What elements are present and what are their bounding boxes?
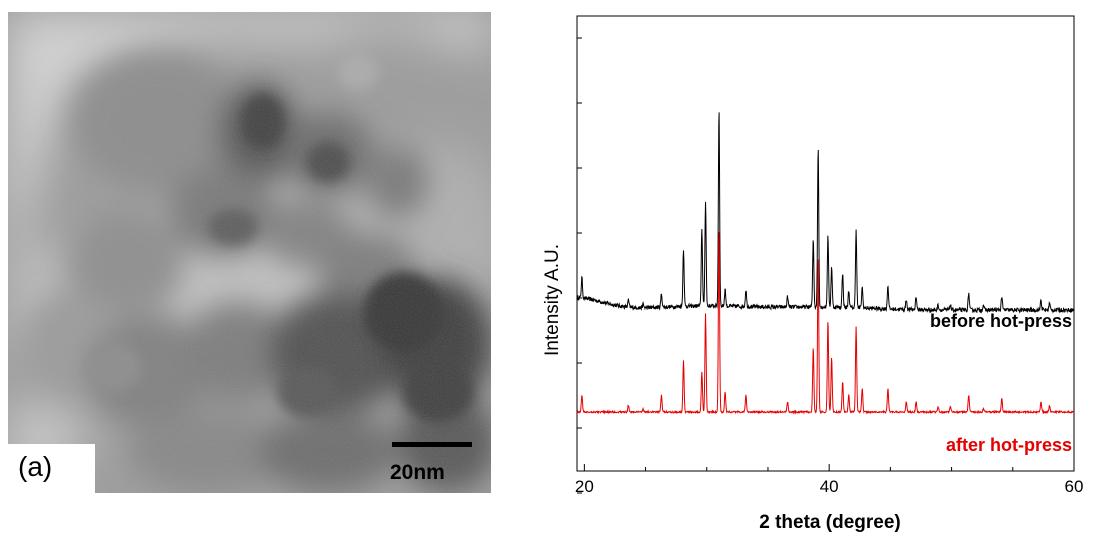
series-label-after: after hot-press bbox=[946, 435, 1072, 455]
axis-ticks bbox=[577, 37, 1075, 494]
x-tick-label: 20 bbox=[575, 477, 594, 496]
x-tick-label: 40 bbox=[820, 477, 839, 496]
series-layer bbox=[576, 112, 1075, 415]
scale-bar-label: 20nm bbox=[390, 461, 445, 484]
x-tick-labels: 20 40 60 bbox=[575, 477, 1084, 496]
series-line-before bbox=[576, 112, 1075, 314]
y-axis-title: Intensity A.U. bbox=[542, 244, 563, 356]
panel-label: (a) bbox=[18, 451, 53, 482]
series-label-before: before hot-press bbox=[930, 311, 1072, 331]
tem-micrograph: (a) 20nm bbox=[8, 12, 491, 493]
scale-bar bbox=[392, 442, 472, 447]
x-axis-title: 2 theta (degree) bbox=[759, 512, 900, 533]
tem-image bbox=[8, 12, 491, 493]
x-tick-label: 60 bbox=[1065, 477, 1084, 496]
xrd-chart: 20 40 60 2 theta (degree) Intensity A.U. b… bbox=[542, 15, 1084, 533]
series-line-after bbox=[576, 231, 1075, 415]
plot-frame bbox=[576, 15, 1075, 472]
panel-label-box: (a) bbox=[8, 444, 95, 493]
